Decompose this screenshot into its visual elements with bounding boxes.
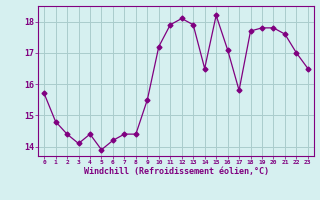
X-axis label: Windchill (Refroidissement éolien,°C): Windchill (Refroidissement éolien,°C) xyxy=(84,167,268,176)
